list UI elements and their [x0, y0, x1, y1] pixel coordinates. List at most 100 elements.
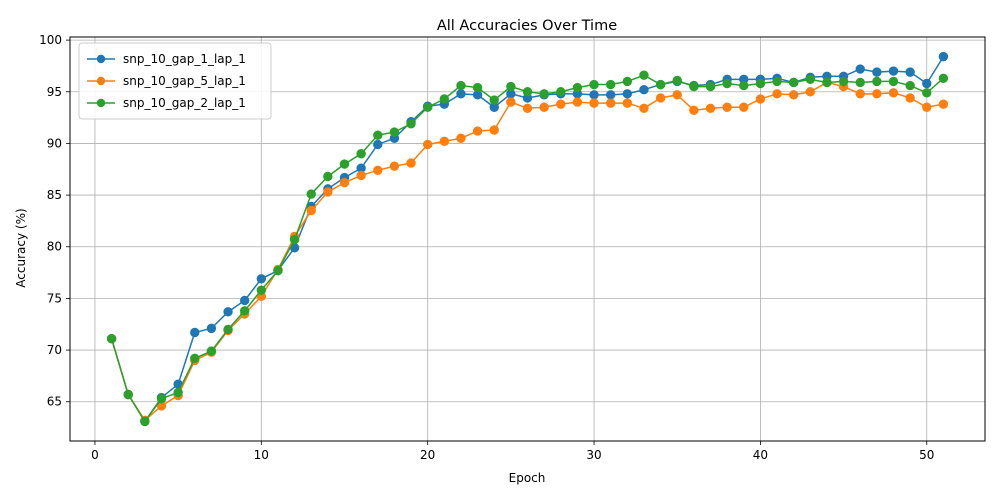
data-point [905, 80, 915, 91]
data-point [605, 90, 616, 100]
data-point [356, 149, 366, 159]
x-tick-label: 10 [254, 448, 269, 462]
legend-item: snp_10_gap_5_lap_1 [87, 74, 246, 88]
y-tick-label: 65 [47, 395, 62, 409]
series-line [110, 74, 944, 423]
data-point [556, 99, 566, 109]
data-point [888, 88, 899, 98]
data-point [556, 87, 566, 97]
data-point [772, 89, 782, 99]
data-point [539, 89, 549, 99]
data-point [872, 67, 882, 77]
legend-marker [96, 54, 106, 64]
data-point [472, 82, 483, 93]
data-point [805, 74, 816, 85]
data-point [273, 265, 283, 276]
y-tick-label: 85 [47, 188, 62, 202]
data-point [140, 416, 150, 427]
data-point [589, 79, 599, 90]
data-point [389, 161, 400, 171]
data-point [439, 94, 450, 104]
data-point [123, 389, 133, 400]
data-point [922, 102, 932, 112]
data-point [672, 90, 682, 100]
data-point [356, 170, 366, 181]
x-tick-label: 40 [753, 448, 768, 462]
data-point [223, 324, 233, 335]
y-tick-label: 100 [39, 33, 62, 47]
data-point [605, 79, 616, 90]
data-point [190, 353, 200, 364]
data-point [422, 139, 433, 150]
data-point [206, 323, 217, 334]
data-point [888, 66, 899, 76]
data-point [306, 189, 316, 199]
data-point [888, 76, 899, 87]
data-point [489, 95, 499, 105]
data-point [605, 98, 616, 108]
data-point [522, 87, 533, 97]
data-point [622, 89, 633, 99]
data-point [655, 79, 666, 90]
data-point [339, 177, 350, 188]
data-point [406, 119, 416, 129]
data-point [922, 78, 932, 89]
data-point [206, 346, 217, 356]
data-point [373, 130, 383, 140]
legend-label: snp_10_gap_5_lap_1 [123, 74, 246, 88]
data-point [755, 94, 766, 104]
data-point [772, 76, 782, 87]
data-point [705, 81, 716, 92]
data-point [872, 89, 882, 99]
y-tick-label: 80 [47, 240, 62, 254]
series-snp_10_gap_2_lap_1 [106, 70, 949, 427]
data-point [739, 80, 749, 91]
data-point [256, 274, 267, 284]
data-point [472, 126, 483, 136]
y-tick-label: 75 [47, 291, 62, 305]
data-point [439, 136, 450, 147]
data-point [622, 76, 633, 87]
legend-item: snp_10_gap_2_lap_1 [87, 96, 246, 110]
data-point [938, 99, 949, 109]
data-point [572, 97, 583, 107]
data-point [922, 88, 932, 98]
data-point [156, 393, 167, 404]
y-tick-label: 70 [47, 343, 62, 357]
data-point [689, 81, 699, 92]
data-point [672, 75, 682, 86]
data-point [506, 97, 516, 107]
data-point [589, 98, 599, 108]
y-axis-label: Accuracy (%) [14, 208, 28, 287]
series-snp_10_gap_5_lap_1 [106, 77, 949, 426]
data-point [639, 84, 649, 95]
data-point [339, 159, 350, 169]
data-point [539, 102, 549, 112]
data-point [306, 205, 316, 216]
data-point [805, 87, 816, 97]
data-point [190, 327, 200, 338]
data-point [289, 234, 300, 245]
data-point [256, 285, 267, 295]
legend-label: snp_10_gap_1_lap_1 [123, 52, 246, 66]
data-point [239, 295, 250, 306]
data-point [722, 102, 732, 112]
data-point [572, 82, 583, 93]
legend-marker [96, 98, 106, 108]
y-tick-label: 95 [47, 85, 62, 99]
x-tick-label: 20 [420, 448, 435, 462]
data-point [655, 93, 666, 103]
x-tick-label: 50 [919, 448, 934, 462]
data-point [223, 307, 233, 317]
data-point [389, 127, 400, 137]
data-point [456, 80, 466, 91]
data-point [456, 133, 466, 143]
data-point [406, 158, 416, 168]
x-tick-label: 30 [586, 448, 601, 462]
data-point [938, 51, 949, 62]
data-point [622, 98, 633, 108]
data-point [855, 77, 865, 88]
data-point [905, 93, 915, 103]
chart-title: All Accuracies Over Time [437, 18, 617, 34]
